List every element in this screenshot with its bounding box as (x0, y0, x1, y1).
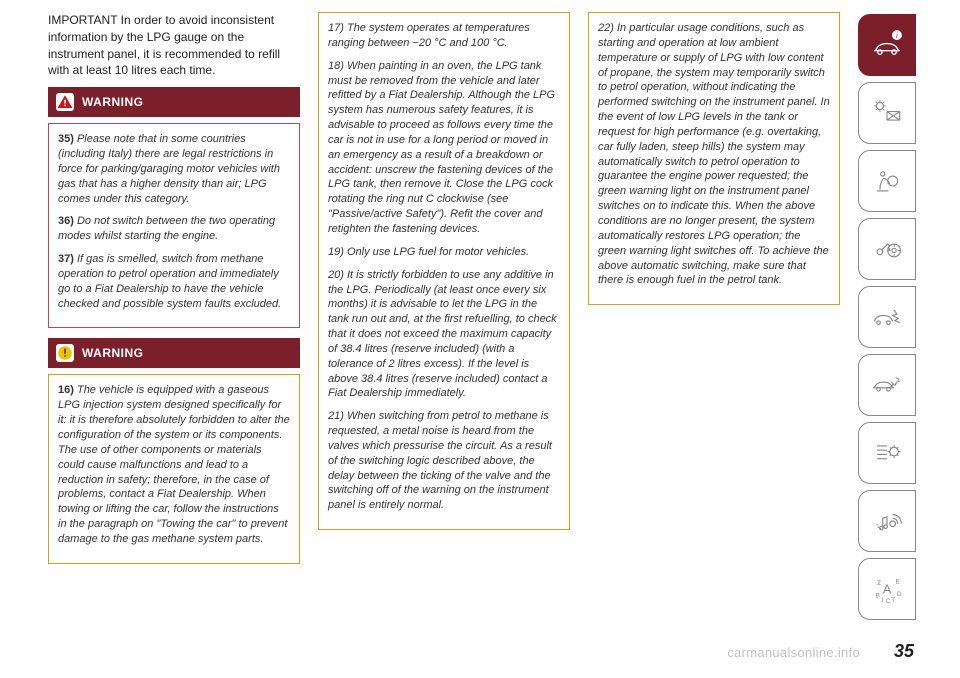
intro-text: IMPORTANT In order to avoid inconsistent… (48, 12, 300, 79)
crash-icon[interactable] (858, 286, 916, 348)
caution-icon (56, 344, 74, 362)
key-wheel-icon[interactable] (858, 218, 916, 280)
warning-box-yellow-3: 22) In particular usage conditions, such… (588, 12, 840, 305)
service-icon[interactable] (858, 354, 916, 416)
svg-text:D: D (897, 591, 902, 598)
display-icon[interactable] (858, 82, 916, 144)
page-content: IMPORTANT In order to avoid inconsistent… (0, 0, 960, 620)
svg-text:Z: Z (877, 580, 881, 587)
warning-label-2: WARNING (82, 345, 144, 361)
warning-header-1: WARNING (48, 87, 300, 117)
warning-box-yellow-2: 17) The system operates at temperatures … (318, 12, 570, 530)
svg-text:I: I (881, 597, 883, 604)
watermark-text: carmanualsonline.info (727, 645, 860, 660)
svg-text:B: B (876, 593, 880, 600)
page-number: 35 (894, 641, 914, 662)
warning-box-yellow-1: 16) The vehicle is equipped with a gaseo… (48, 374, 300, 563)
warning-triangle-icon (56, 93, 74, 111)
column-1: IMPORTANT In order to avoid inconsistent… (48, 12, 300, 620)
settings-list-icon[interactable] (858, 422, 916, 484)
column-3: 22) In particular usage conditions, such… (588, 12, 840, 620)
svg-text:E: E (896, 578, 900, 585)
section-sidebar: i (858, 12, 914, 620)
svg-text:T: T (891, 597, 895, 604)
warning-box-red: 35) Please note that in some countries (… (48, 123, 300, 328)
column-2: 17) The system operates at temperatures … (318, 12, 570, 620)
warning-label-1: WARNING (82, 94, 144, 110)
svg-text:C: C (886, 598, 891, 605)
info-car-icon[interactable]: i (858, 14, 916, 76)
media-icon[interactable] (858, 490, 916, 552)
svg-text:A: A (883, 581, 892, 596)
warning-header-2: WARNING (48, 338, 300, 368)
airbag-icon[interactable] (858, 150, 916, 212)
index-icon[interactable]: A Z E B D I C T (858, 558, 916, 620)
